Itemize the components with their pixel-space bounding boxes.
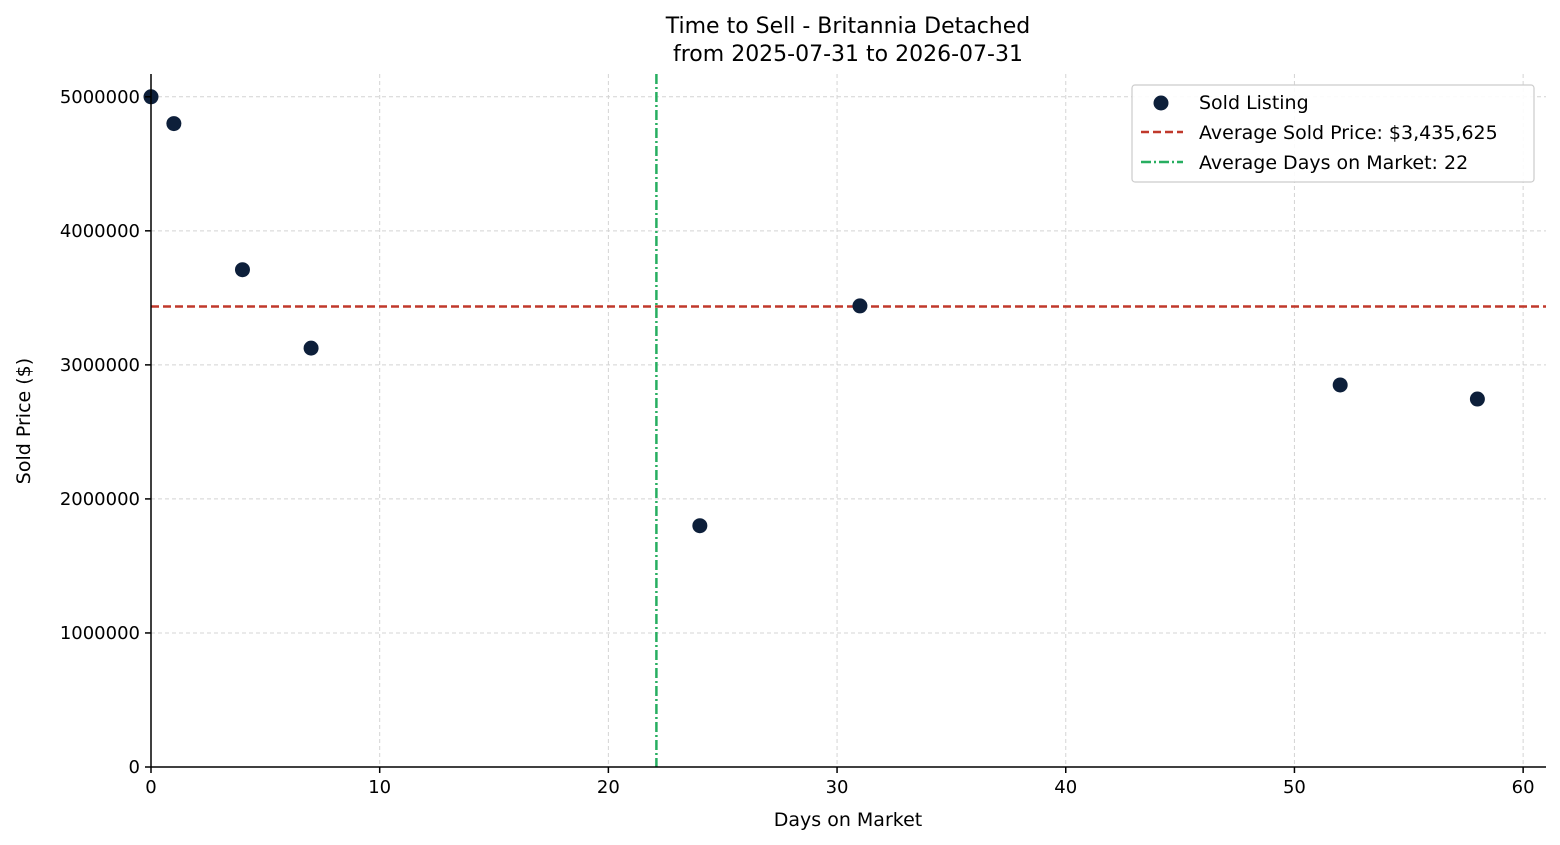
chart-subtitle: from 2025-07-31 to 2026-07-31 [673, 42, 1023, 67]
y-tick-label: 0 [129, 757, 140, 778]
legend-label-average-days: Average Days on Market: 22 [1199, 152, 1468, 174]
y-tick-label: 3000000 [60, 355, 140, 376]
x-tick-label: 0 [145, 777, 156, 798]
axes: 0 10 20 30 40 50 60 0 1000000 2000000 3000000 40000… [60, 74, 1546, 798]
chart-title: Time to Sell - Britannia Detached [665, 14, 1031, 39]
legend-label-average-sold-price: Average Sold Price: $3,435,625 [1199, 122, 1498, 144]
scatter-point [1469, 391, 1485, 407]
scatter-point [303, 340, 319, 356]
legend-label-sold-listing: Sold Listing [1199, 92, 1309, 114]
y-tick-label: 4000000 [60, 221, 140, 242]
scatter-point [692, 518, 708, 534]
scatter-point [1332, 377, 1348, 393]
x-tick-label: 20 [597, 777, 620, 798]
legend-box [1131, 84, 1535, 183]
x-tick-label: 10 [368, 777, 391, 798]
y-tick-label: 5000000 [60, 87, 140, 108]
y-tick-label: 1000000 [60, 623, 140, 644]
scatter-point [166, 116, 182, 132]
reference-lines [151, 74, 1546, 767]
y-tick-label: 2000000 [60, 489, 140, 510]
scatter-point [852, 298, 868, 314]
x-tick-label: 60 [1512, 777, 1535, 798]
scatter-points [143, 89, 1485, 534]
x-tick-label: 30 [826, 777, 849, 798]
scatter-point [234, 262, 250, 278]
legend: Sold Listing Average Sold Price: $3,435,… [1131, 84, 1535, 183]
y-axis-label: Sold Price ($) [13, 358, 35, 484]
x-tick-label: 40 [1054, 777, 1077, 798]
legend-marker-sold-listing [1153, 95, 1169, 111]
x-axis-label: Days on Market [774, 809, 922, 831]
x-tick-label: 50 [1283, 777, 1306, 798]
